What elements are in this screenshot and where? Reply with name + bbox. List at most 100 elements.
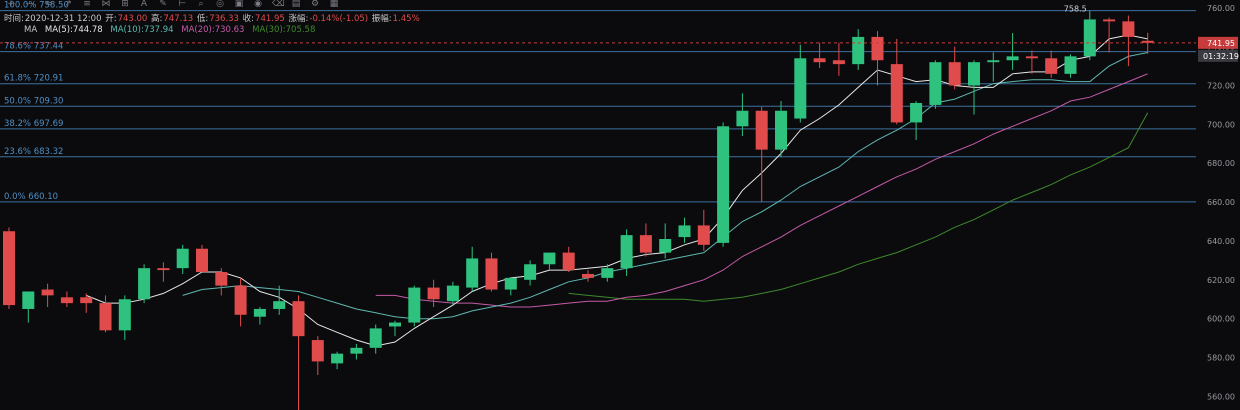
fib-level-label: 78.6% 737.44	[4, 42, 63, 52]
candle-body	[273, 301, 286, 309]
crosshair-icon[interactable]: +	[7, 0, 15, 9]
fib-icon[interactable]: ≡	[83, 0, 91, 9]
candle-body	[504, 277, 517, 290]
y-tick-label: 640.00	[1207, 237, 1235, 246]
last-price-tag	[1198, 36, 1238, 49]
settings-icon[interactable]: ⚙	[310, 0, 320, 9]
price-axis[interactable]: 760.00740.00720.00700.00680.00660.00640.…	[1207, 4, 1235, 402]
ma-legend-title: MA	[24, 25, 38, 35]
ma10-line	[182, 52, 1148, 320]
candle-body	[485, 258, 498, 290]
y-tick-label: 620.00	[1207, 276, 1235, 285]
fib-level-label: 0.0% 660.10	[4, 192, 58, 202]
candle-body	[99, 303, 112, 331]
candle-body	[639, 235, 652, 253]
fib-level-label: 100.0% 758.50	[4, 1, 69, 11]
candle-body	[350, 347, 363, 354]
candle-body	[929, 62, 942, 105]
ma-legend[interactable]: MA MA(5):744.78 MA(10):737.94 MA(20):730…	[24, 25, 320, 35]
candle-body	[987, 60, 1000, 63]
candle-body	[292, 301, 305, 337]
y-tick-label: 680.00	[1207, 159, 1235, 168]
candle-body	[234, 285, 247, 315]
candle-body	[215, 272, 228, 286]
lock-icon[interactable]: ▣	[234, 0, 244, 9]
ruler-icon[interactable]: ⊢	[178, 0, 186, 9]
fib-level-label: 50.0% 709.30	[4, 96, 63, 106]
candle-body	[41, 289, 54, 296]
last-price-value: 741.95	[1207, 39, 1235, 48]
fib-level-label: 61.8% 720.91	[4, 74, 63, 84]
ma30-line	[568, 112, 1149, 302]
eye-icon[interactable]: ◉	[254, 0, 262, 9]
candle-body	[1064, 56, 1077, 74]
y-tick-label: 700.00	[1207, 120, 1235, 129]
text-icon[interactable]: A	[140, 0, 148, 9]
candle-body	[1083, 19, 1096, 57]
candle-body	[196, 248, 208, 273]
candle-body	[601, 268, 614, 278]
y-tick-label: 720.00	[1207, 81, 1235, 90]
countdown-value: 01:32:19	[1203, 52, 1239, 61]
amplitude-value: 1.45%	[392, 14, 420, 24]
candle-body	[1122, 21, 1135, 37]
fib-level-label: 23.6% 683.32	[4, 147, 63, 157]
candle-body	[852, 36, 865, 65]
pattern-icon[interactable]: ⋈	[101, 0, 111, 9]
candle-body	[1045, 58, 1058, 74]
candle-body	[543, 252, 556, 265]
moving-averages	[86, 34, 1149, 347]
ma10-value: MA(10):737.94	[110, 25, 174, 35]
parallel-icon[interactable]: =	[45, 0, 53, 9]
high-label: 高:	[151, 14, 163, 24]
change-value: -0.14%(-1.05)	[309, 14, 369, 24]
y-tick-label: 560.00	[1207, 392, 1235, 401]
brush-icon[interactable]: ✎	[159, 0, 167, 9]
candle-body	[253, 308, 266, 317]
amplitude-label: 振幅:	[371, 14, 392, 24]
candle-body	[176, 248, 189, 269]
measure-icon[interactable]: ⊞	[121, 0, 129, 9]
candle-body	[717, 126, 730, 243]
close-value: 741.95	[255, 14, 285, 24]
candle-body	[775, 110, 787, 150]
candle-body	[3, 231, 15, 306]
candle-body	[968, 62, 980, 86]
candle-body	[427, 287, 440, 300]
layout-icon[interactable]: ▦	[329, 0, 339, 9]
candle-body	[524, 264, 537, 280]
close-label: 收:	[242, 14, 255, 24]
y-tick-label: 580.00	[1207, 354, 1235, 363]
candle-body	[446, 285, 459, 302]
magnet-icon[interactable]: ◎	[216, 0, 224, 9]
candle-body	[794, 58, 807, 119]
low-value: 736.33	[209, 14, 239, 24]
high-marker-label: 758.5	[1064, 5, 1087, 14]
price-tags: 741.95 01:32:19 758.5	[0, 5, 1239, 62]
candle-body	[736, 110, 749, 127]
fib-level-label: 38.2% 697.69	[4, 119, 63, 129]
time-label: 时间:	[4, 14, 24, 24]
candle-body	[311, 340, 324, 362]
line-icon[interactable]: —	[25, 0, 35, 9]
candle-body	[157, 268, 170, 271]
ohlc-readout: 时间:2020-12-31 12:00 开:743.00 高:747.13 低:…	[4, 12, 421, 24]
trash-icon[interactable]: ⌫	[272, 0, 285, 9]
ray-icon[interactable]: ↗	[64, 0, 72, 9]
time-value: 2020-12-31 12:00	[24, 14, 102, 24]
fib-retracement[interactable]: 100.0% 758.50 78.6% 737.44 61.8% 720.91 50.…	[0, 1, 1196, 203]
candle-body	[871, 36, 884, 61]
candle-body	[832, 60, 845, 65]
candle-body	[1103, 19, 1116, 22]
chart-icon[interactable]: ▤	[291, 0, 301, 9]
candle-body	[813, 58, 826, 63]
candle-body	[659, 239, 672, 253]
candle-body	[1141, 40, 1154, 43]
candle-body	[369, 328, 382, 348]
candle-body	[697, 225, 710, 245]
candle-body	[1025, 56, 1038, 59]
zoom-icon[interactable]: ⌕	[198, 0, 204, 9]
ma20-line	[375, 73, 1148, 308]
candle-body	[80, 297, 93, 304]
